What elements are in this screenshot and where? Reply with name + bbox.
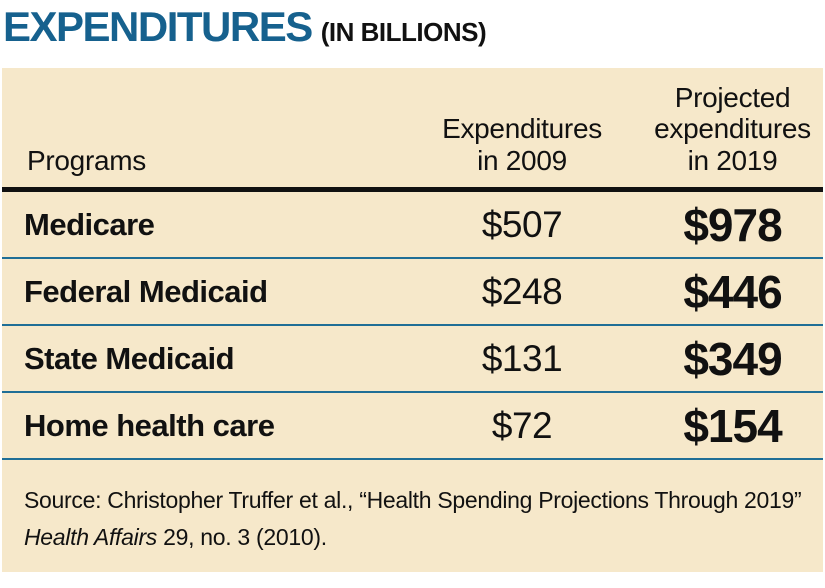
expenditures-table: Programs Expenditures in 2009 Projected …	[2, 68, 823, 572]
table-header-row: Programs Expenditures in 2009 Projected …	[2, 68, 823, 192]
figure-title: EXPENDITURES (IN BILLIONS)	[3, 3, 487, 50]
source-line-1: Source: Christopher Truffer et al., “Hea…	[24, 487, 802, 513]
program-name: State Medicaid	[24, 340, 235, 376]
projected-2019-value: $349	[683, 332, 782, 385]
expenditures-2009-value: $248	[481, 270, 563, 312]
projected-2019-value: $446	[683, 265, 782, 318]
title-main: EXPENDITURES	[3, 3, 313, 50]
source-line-2-rest: 29, no. 3 (2010).	[157, 523, 327, 550]
column-header-programs: Programs	[27, 144, 146, 176]
source-citation: Source: Christopher Truffer et al., “Hea…	[2, 460, 823, 556]
table-row-federal-medicaid: Federal Medicaid $248 $446	[2, 259, 823, 326]
table-row-medicare: Medicare $507 $978	[2, 192, 823, 259]
table-row-state-medicaid: State Medicaid $131 $349	[2, 326, 823, 393]
projected-2019-value: $154	[683, 399, 782, 452]
column-header-projected-2019: Projected expenditures in 2019	[654, 81, 811, 176]
program-name: Home health care	[24, 407, 275, 443]
expenditures-2009-value: $131	[481, 337, 563, 379]
table-row-home-health-care: Home health care $72 $154	[2, 393, 823, 460]
source-journal-name: Health Affairs	[24, 523, 158, 550]
projected-2019-value: $978	[683, 198, 782, 251]
expenditures-2009-value: $72	[491, 404, 553, 446]
column-header-expenditures-2009: Expenditures in 2009	[442, 113, 602, 176]
program-name: Federal Medicaid	[24, 273, 268, 309]
expenditures-2009-value: $507	[481, 203, 563, 245]
title-units-suffix: (IN BILLIONS)	[320, 17, 487, 47]
program-name: Medicare	[24, 206, 155, 242]
